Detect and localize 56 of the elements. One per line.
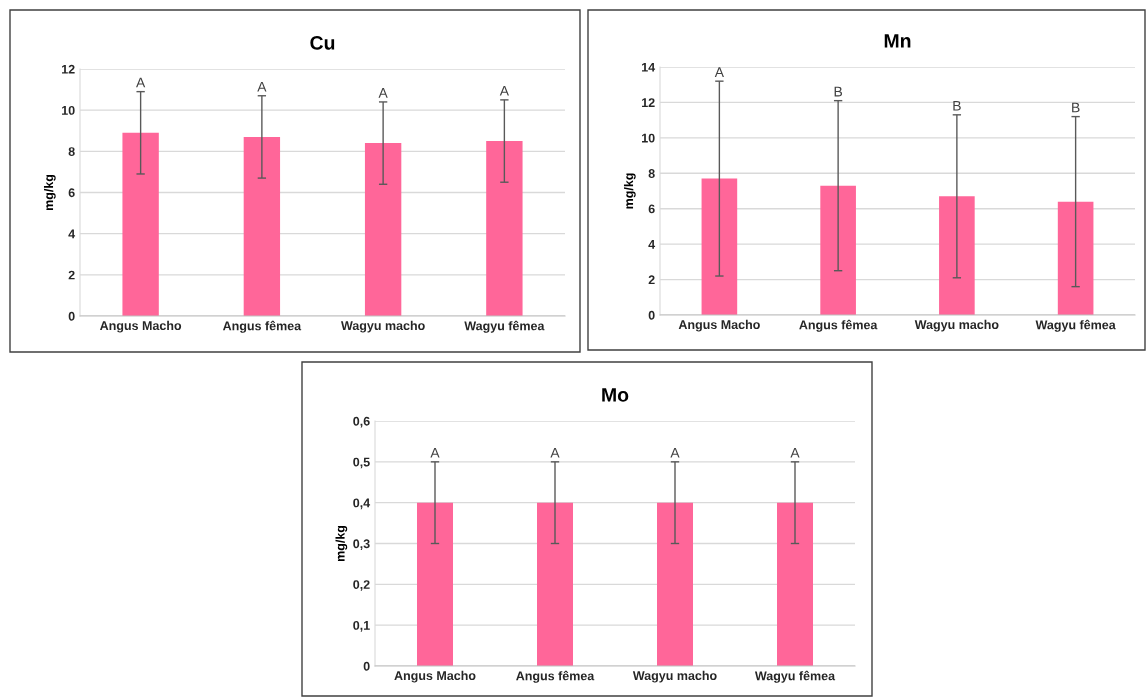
y-tick-label: 0,6 xyxy=(353,416,370,428)
y-tick-label: 0,2 xyxy=(353,580,370,591)
chart-title: Mo xyxy=(602,388,629,402)
x-tick-label: Angus fêmea xyxy=(222,320,302,333)
annotation: B xyxy=(834,86,843,97)
bar xyxy=(701,178,738,315)
x-tick-label: Wagyu fêmea xyxy=(1035,319,1116,332)
y-tick-label: 10 xyxy=(642,133,655,143)
y-tick-label: 8 xyxy=(648,169,655,178)
y-tick-label: 12 xyxy=(62,64,75,74)
y-tick-label: 14 xyxy=(642,62,656,72)
annotation: A xyxy=(499,86,509,96)
y-tick-label: 8 xyxy=(68,147,75,156)
y-tick-label: 4 xyxy=(648,240,656,249)
y-tick-label: 0,4 xyxy=(353,498,371,510)
y-axis-title: mg/kg xyxy=(43,174,56,211)
y-tick-label: 4 xyxy=(68,229,76,239)
x-tick-label: Wagyu fêmea xyxy=(754,670,836,683)
y-tick-label: 0 xyxy=(68,311,75,321)
annotation: B xyxy=(1072,102,1080,113)
y-tick-label: 0 xyxy=(648,310,655,320)
annotation: A xyxy=(378,88,388,98)
annotation: A xyxy=(790,448,800,458)
y-tick-label: 0,1 xyxy=(353,620,370,632)
y-tick-label: 0,3 xyxy=(353,539,370,550)
annotation: A xyxy=(550,448,560,458)
x-tick-label: Wagyu macho xyxy=(914,319,999,332)
annotation: A xyxy=(136,77,146,88)
x-tick-label: Wagyu fêmea xyxy=(464,320,545,333)
y-tick-label: 10 xyxy=(62,105,75,115)
x-tick-label: Angus Macho xyxy=(678,319,760,332)
y-tick-label: 0,5 xyxy=(353,457,370,469)
annotation: B xyxy=(953,101,961,111)
y-axis-title: mg/kg xyxy=(335,525,348,562)
x-tick-label: Wagyu macho xyxy=(632,670,717,683)
x-tick-label: Angus fêmea xyxy=(516,670,595,683)
x-tick-label: Wagyu macho xyxy=(341,320,425,333)
annotation: A xyxy=(670,448,680,458)
y-tick-label: 6 xyxy=(648,204,655,214)
x-tick-label: Angus fêmea xyxy=(799,319,878,332)
y-tick-label: 2 xyxy=(648,275,655,285)
annotation: A xyxy=(430,448,440,458)
bar xyxy=(820,185,856,315)
y-tick-label: 2 xyxy=(68,270,75,280)
x-tick-label: Angus Macho xyxy=(394,670,476,683)
y-tick-label: 0 xyxy=(363,661,370,671)
chart-title: Cu xyxy=(310,35,335,50)
x-tick-label: Angus Macho xyxy=(99,320,182,333)
bar xyxy=(1057,201,1094,315)
y-axis-title: mg/kg xyxy=(623,173,636,209)
y-tick-label: 12 xyxy=(642,98,655,107)
annotation: A xyxy=(257,81,267,92)
y-tick-label: 6 xyxy=(68,188,75,198)
bar xyxy=(939,196,975,315)
annotation: A xyxy=(714,67,724,77)
chart-title: Mn xyxy=(884,34,911,48)
